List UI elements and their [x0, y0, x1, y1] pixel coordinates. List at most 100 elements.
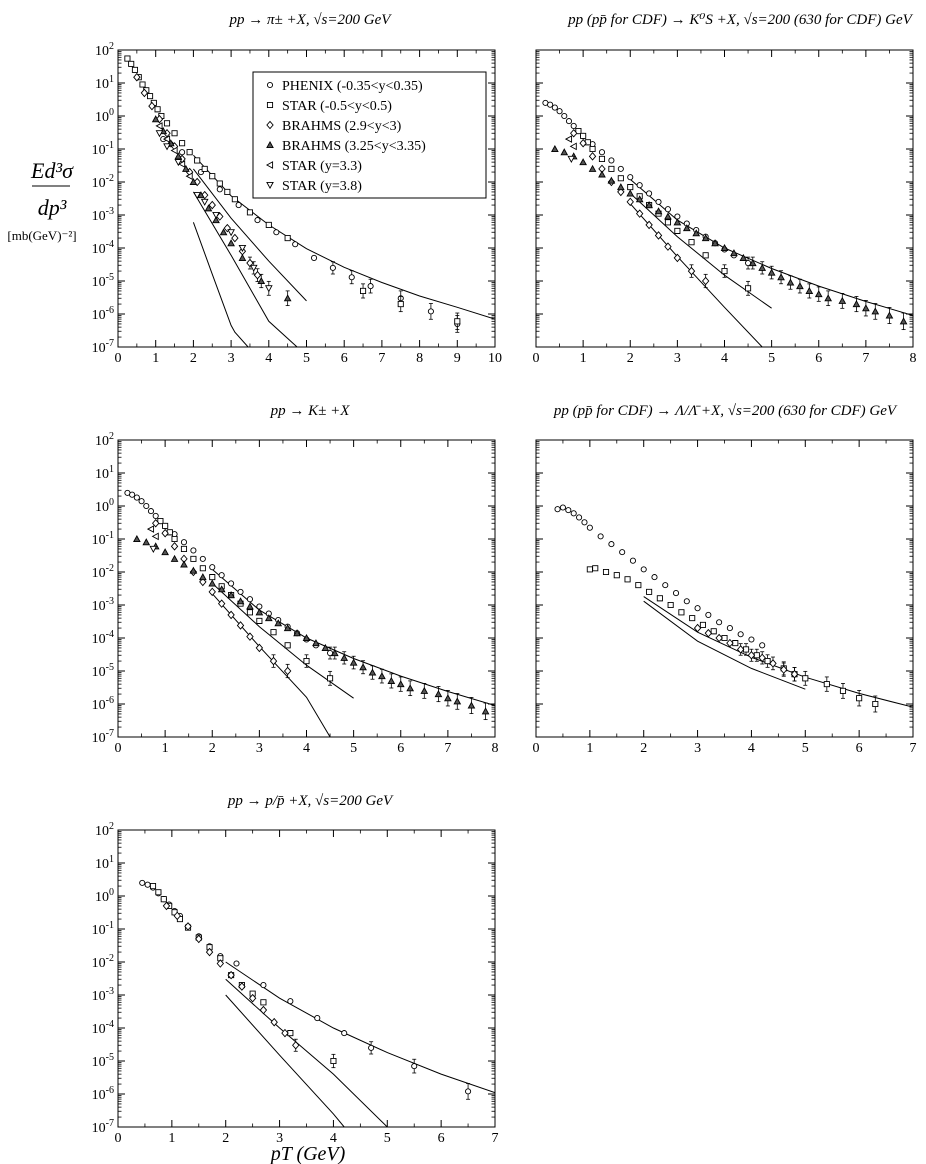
data-point — [257, 276, 266, 285]
x-tick-label: 4 — [330, 1131, 337, 1146]
data-point — [747, 650, 756, 660]
chart-panel-3: pp → K± +X10-710-610-510-410-310-210-110… — [92, 403, 499, 756]
x-tick-label: 0 — [115, 741, 122, 756]
data-point — [161, 528, 169, 538]
plot-area — [139, 879, 495, 1127]
data-point — [174, 159, 183, 167]
data-point — [616, 183, 625, 191]
data-point — [274, 619, 283, 627]
plot-area — [554, 504, 913, 713]
y-tick-label: 10-5 — [92, 1052, 114, 1070]
data-point — [617, 165, 624, 172]
theory-curve-4 — [192, 222, 249, 347]
data-point — [589, 145, 596, 153]
data-point — [152, 518, 160, 528]
data-point — [219, 228, 228, 236]
theory-curve-2 — [643, 600, 806, 690]
data-point — [673, 218, 682, 226]
series-diamond — [162, 901, 300, 1052]
chart-title: pp → p/p̄ +X, √s=200 GeV — [227, 793, 394, 809]
theory-curve-1 — [193, 154, 495, 320]
data-point — [704, 628, 713, 638]
data-point — [269, 656, 278, 666]
data-point — [193, 192, 202, 200]
x-tick-label: 1 — [168, 1131, 175, 1146]
data-point — [635, 195, 644, 203]
y-tick-label: 10-2 — [92, 953, 114, 971]
data-point — [664, 242, 672, 251]
data-point — [190, 547, 197, 554]
data-point — [124, 55, 131, 62]
x-tick-label: 7 — [862, 351, 869, 366]
x-tick-label: 1 — [580, 351, 587, 366]
data-point — [327, 675, 334, 682]
data-point — [216, 180, 223, 187]
x-tick-label: 3 — [276, 1131, 283, 1146]
x-tick-label: 6 — [341, 351, 348, 366]
data-point — [238, 244, 247, 253]
data-point — [204, 204, 213, 212]
data-point — [852, 300, 861, 308]
data-point — [687, 266, 696, 276]
data-point — [284, 642, 291, 649]
data-point — [862, 304, 870, 312]
data-point — [673, 253, 682, 263]
data-point — [664, 219, 671, 226]
series-triangle-down — [567, 155, 576, 163]
data-point — [560, 148, 569, 156]
x-tick-label: 5 — [350, 741, 357, 756]
data-point — [454, 318, 461, 325]
legend-marker-triangle-down — [266, 181, 274, 190]
x-tick-label: 5 — [303, 351, 310, 366]
data-point — [579, 138, 587, 148]
theory-curve-1 — [225, 961, 495, 1094]
data-point — [701, 276, 710, 286]
data-point — [576, 514, 583, 521]
data-point — [598, 149, 606, 156]
series-circle — [554, 504, 766, 649]
data-point — [839, 687, 847, 694]
data-point — [265, 221, 272, 228]
data-point — [217, 599, 226, 608]
data-point — [281, 1028, 289, 1038]
data-point — [767, 268, 776, 276]
data-point — [162, 522, 169, 529]
data-point — [570, 510, 577, 517]
data-point — [228, 580, 235, 587]
data-point — [235, 202, 242, 209]
data-point — [745, 285, 752, 292]
data-point — [646, 588, 653, 595]
data-point — [547, 101, 554, 108]
data-point — [655, 198, 662, 205]
series-diamond — [570, 128, 710, 289]
x-tick-label: 3 — [228, 351, 235, 366]
data-point — [139, 81, 146, 88]
y-tick-label: 10-2 — [92, 563, 114, 581]
data-point — [692, 229, 701, 237]
data-point — [146, 93, 154, 100]
data-point — [872, 700, 879, 708]
x-tick-label: 1 — [162, 741, 169, 756]
data-point — [208, 587, 216, 597]
data-point — [270, 1017, 278, 1027]
data-point — [341, 1030, 348, 1037]
ylabel-numerator: Ed³σ — [30, 158, 74, 183]
data-point — [619, 549, 626, 556]
y-tick-label: 10-3 — [92, 986, 114, 1004]
data-point — [737, 631, 744, 638]
x-tick-label: 2 — [209, 741, 216, 756]
data-point — [162, 135, 171, 143]
data-point — [682, 224, 691, 232]
theory-curve-3 — [629, 203, 763, 347]
data-point — [273, 229, 280, 236]
data-point — [786, 278, 795, 286]
data-point — [796, 282, 804, 290]
data-point — [467, 701, 476, 709]
data-point — [368, 1044, 375, 1051]
data-point — [569, 142, 577, 151]
data-point — [255, 608, 264, 616]
data-point — [292, 241, 299, 248]
data-point — [284, 235, 291, 242]
data-point — [554, 506, 561, 513]
data-point — [227, 610, 235, 620]
